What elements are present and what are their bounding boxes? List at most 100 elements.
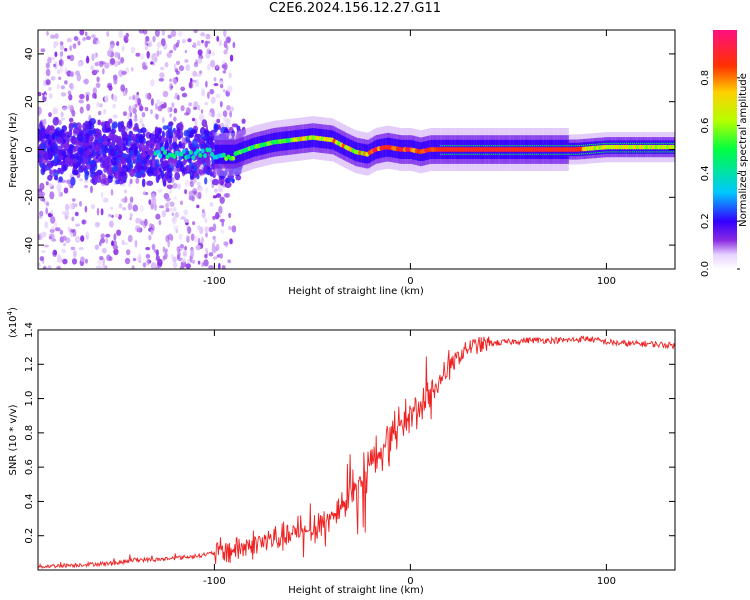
heatmap-noise-cell — [156, 50, 160, 57]
heatmap-edge-cell — [494, 145, 496, 147]
snr-ylabel: SNR (10 * v/v) — [8, 404, 19, 475]
heatmap-noise-cell — [155, 113, 159, 120]
heatmap-noise-cell — [66, 37, 72, 43]
heatmap-noise-cell — [189, 180, 194, 188]
heatmap-noise-cell — [113, 240, 117, 247]
heatmap-edge-cell — [475, 145, 477, 147]
heatmap-edge-cell — [508, 145, 510, 147]
spectrogram-xtick-label: 0 — [407, 276, 413, 287]
heatmap-noise-cell — [94, 244, 100, 250]
heatmap-core-cell — [191, 155, 196, 161]
heatmap-edge-cell — [557, 145, 559, 147]
heatmap-noise-cell — [159, 72, 165, 78]
heatmap-band-cell — [140, 165, 148, 171]
heatmap-noise-cell — [63, 187, 69, 194]
heatmap-band-cell — [128, 130, 133, 137]
heatmap-noise-cell — [84, 205, 88, 213]
heatmap-ridge-cell — [225, 144, 227, 164]
heatmap-noise-cell — [120, 84, 126, 92]
heatmap-noise-cell — [226, 118, 231, 125]
heatmap-edge-cell — [467, 145, 469, 147]
heatmap-band-cell — [111, 134, 119, 144]
heatmap-band-cell — [58, 176, 63, 183]
heatmap-edge-cell — [492, 153, 494, 155]
heatmap-band-cell — [52, 116, 59, 126]
heatmap-noise-cell — [79, 178, 83, 182]
heatmap-edge-cell — [635, 142, 638, 144]
heatmap-noise-cell — [68, 104, 74, 110]
heatmap-band-cell — [142, 132, 146, 138]
heatmap-noise-cell — [39, 210, 44, 217]
heatmap-band-cell — [212, 178, 219, 186]
heatmap-noise-cell — [192, 221, 196, 226]
heatmap-noise-cell — [150, 228, 154, 235]
snr-xtick-label: 0 — [407, 576, 413, 587]
heatmap-edge-cell — [596, 143, 598, 145]
heatmap-edge-cell — [477, 153, 479, 155]
heatmap-noise-cell — [113, 248, 119, 256]
heatmap-band-cell — [205, 159, 211, 165]
heatmap-noise-cell — [44, 94, 47, 98]
heatmap-noise-cell — [116, 41, 120, 47]
heatmap-band-cell — [172, 141, 178, 149]
heatmap-noise-cell — [229, 54, 234, 62]
heatmap-noise-cell — [67, 90, 72, 96]
heatmap-noise-cell — [188, 81, 194, 89]
heatmap-noise-cell — [142, 65, 148, 70]
heatmap-band-cell — [54, 130, 61, 137]
heatmap-edge-cell — [481, 153, 483, 155]
heatmap-noise-cell — [180, 105, 185, 112]
heatmap-edge-cell — [520, 145, 522, 147]
heatmap-band-cell — [82, 139, 87, 144]
heatmap-band-cell — [160, 160, 167, 168]
heatmap-band-cell — [179, 121, 183, 130]
heatmap-noise-cell — [173, 196, 177, 200]
heatmap-noise-cell — [215, 211, 220, 220]
heatmap-noise-cell — [84, 184, 88, 189]
heatmap-noise-cell — [99, 256, 104, 261]
heatmap-noise-cell — [57, 254, 62, 262]
heatmap-edge-cell — [506, 145, 508, 147]
heatmap-noise-cell — [211, 242, 215, 249]
heatmap-band-cell — [61, 125, 67, 132]
heatmap-band-cell — [149, 137, 155, 142]
heatmap-noise-cell — [155, 265, 159, 269]
heatmap-edge-cell — [457, 153, 459, 155]
heatmap-noise-cell — [191, 117, 196, 122]
heatmap-edge-cell — [541, 145, 543, 147]
page-title: C2E6.2024.156.12.27.G11 — [268, 1, 442, 16]
heatmap-edge-cell — [614, 151, 616, 153]
spectrogram-panel: -100 0 100 -40 -20 0 20 40 Height of straight l… — [8, 29, 676, 297]
heatmap-noise-cell — [208, 226, 214, 233]
heatmap-noise-cell — [190, 233, 195, 241]
heatmap-edge-cell — [610, 151, 612, 153]
heatmap-noise-cell — [218, 39, 223, 47]
heatmap-band-cell — [174, 172, 181, 181]
heatmap-noise-cell — [204, 217, 208, 224]
heatmap-edge-cell — [594, 152, 596, 154]
heatmap-band-cell — [66, 137, 70, 144]
heatmap-noise-cell — [177, 250, 181, 258]
heatmap-noise-cell — [41, 191, 45, 198]
heatmap-noise-cell — [158, 188, 163, 193]
heatmap-noise-cell — [135, 52, 141, 57]
heatmap-edge-cell — [494, 153, 496, 155]
heatmap-edge-cell — [482, 153, 485, 155]
heatmap-band-cell — [130, 154, 137, 162]
heatmap-edge-cell — [582, 144, 585, 146]
heatmap-edge-cell — [459, 153, 461, 155]
heatmap-noise-cell — [50, 216, 56, 224]
heatmap-band-cell — [38, 146, 44, 155]
heatmap-noise-cell — [204, 226, 209, 233]
heatmap-noise-cell — [216, 193, 222, 198]
heatmap-edge-cell — [547, 145, 549, 147]
heatmap-noise-cell — [165, 235, 170, 243]
heatmap-noise-cell — [205, 187, 208, 194]
spectrogram-heatmap — [38, 30, 675, 269]
heatmap-noise-cell — [50, 226, 56, 230]
heatmap-noise-cell — [156, 41, 162, 48]
heatmap-noise-cell — [62, 106, 68, 112]
heatmap-noise-cell — [56, 83, 60, 90]
heatmap-noise-cell — [39, 182, 45, 191]
heatmap-noise-cell — [80, 235, 85, 242]
